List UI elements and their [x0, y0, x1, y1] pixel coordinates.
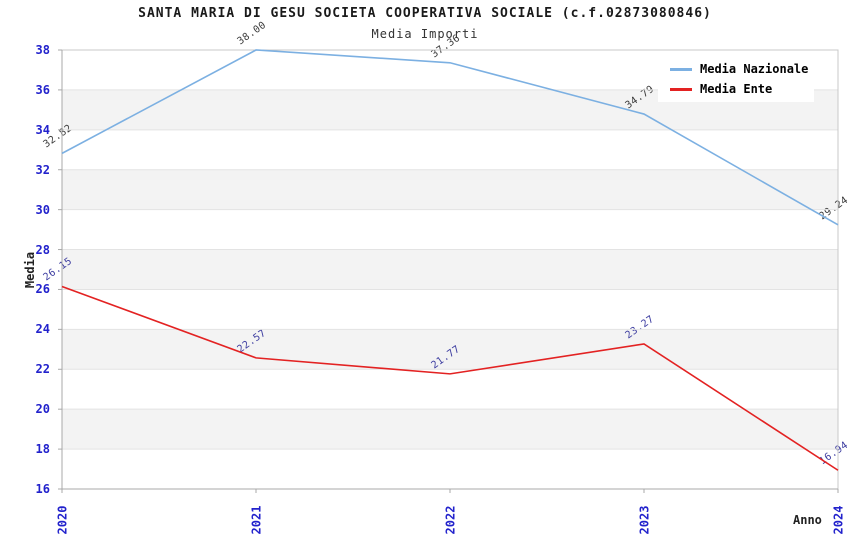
legend-item-label: Media Nazionale	[700, 62, 809, 76]
y-tick-label: 36	[35, 82, 50, 97]
plot-band	[62, 249, 838, 290]
y-tick-label: 34	[35, 122, 50, 137]
y-tick-label: 30	[35, 202, 50, 217]
y-tick-label: 32	[35, 162, 50, 177]
y-tick-label: 18	[35, 442, 50, 457]
plot-band	[62, 209, 838, 250]
y-tick-label: 26	[35, 282, 50, 297]
legend-swatch-line	[670, 87, 692, 91]
plot-band	[62, 289, 838, 330]
legend: Media Nazionale Media Ente	[658, 56, 814, 102]
y-tick-label: 16	[35, 482, 50, 496]
plot-band	[62, 369, 838, 410]
legend-item-label: Media Ente	[700, 82, 773, 96]
plot-band	[62, 329, 838, 370]
x-axis-title: Anno	[793, 513, 822, 527]
legend-swatch-line	[670, 67, 692, 71]
plot-band	[62, 169, 838, 210]
chart-title: SANTA MARIA DI GESU SOCIETA COOPERATIVA …	[138, 6, 712, 21]
y-tick-label: 28	[35, 242, 50, 257]
plot-border	[61, 49, 839, 490]
plot-band	[62, 409, 838, 450]
y-tick-label: 22	[35, 362, 50, 377]
chart-subtitle: Media Importi	[371, 27, 479, 41]
y-tick-label: 38	[35, 43, 50, 57]
y-tick-label: 20	[35, 402, 50, 417]
legend-item: Media Nazionale	[658, 59, 814, 79]
series-line-media-ente	[61, 285, 839, 471]
legend-item: Media Ente	[658, 79, 814, 99]
series-line-media-nazionale	[61, 49, 839, 226]
plot-band	[62, 129, 838, 170]
y-tick-label: 24	[35, 322, 50, 337]
plot-band	[62, 449, 838, 489]
